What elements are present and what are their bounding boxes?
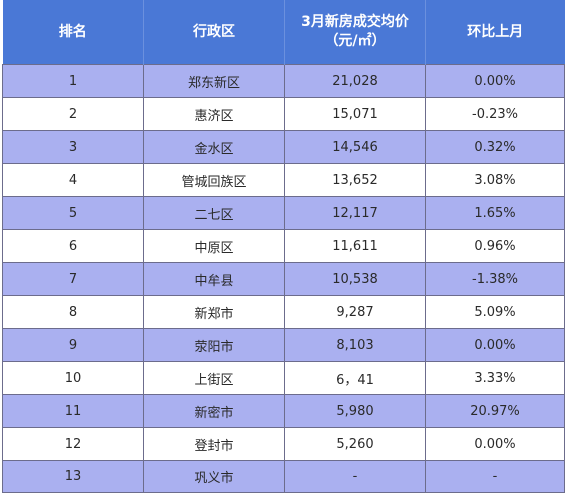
mom-change-cell: 3.33% — [425, 361, 565, 395]
table-row: 9 荥阳市 8,103 0.00% — [2, 328, 565, 362]
avg-price-cell: 21,028 — [284, 64, 426, 98]
avg-price-cell: 5,980 — [284, 394, 426, 428]
district-cell: 荥阳市 — [143, 328, 285, 362]
district-cell: 新郑市 — [143, 295, 285, 329]
table-row: 4 管城回族区 13,652 3.08% — [2, 163, 565, 197]
district-cell: 中原区 — [143, 229, 285, 263]
table-row: 2 惠济区 15,071 -0.23% — [2, 97, 565, 131]
mom-change-cell: -0.23% — [425, 97, 565, 131]
avg-price-cell: 15,071 — [284, 97, 426, 131]
header-row: 排名 行政区 3月新房成交均价 （元/㎡） 环比上月 — [2, 0, 565, 65]
district-cell: 二七区 — [143, 196, 285, 230]
rank-cell: 3 — [2, 130, 144, 164]
table-row: 13 巩义市 - - — [2, 460, 565, 493]
mom-change-cell: 0.32% — [425, 130, 565, 164]
avg-price-cell: 11,611 — [284, 229, 426, 263]
mom-change-cell: - — [425, 460, 565, 493]
avg-price-cell: 5,260 — [284, 427, 426, 461]
district-cell: 登封市 — [143, 427, 285, 461]
avg-price-cell: 9,287 — [284, 295, 426, 329]
table-row: 5 二七区 12,117 1.65% — [2, 196, 565, 230]
rank-cell: 8 — [2, 295, 144, 329]
rank-cell: 11 — [2, 394, 144, 428]
district-cell: 中牟县 — [143, 262, 285, 296]
table-row: 10 上街区 6，41 3.33% — [2, 361, 565, 395]
mom-change-cell: 0.96% — [425, 229, 565, 263]
rank-cell: 7 — [2, 262, 144, 296]
district-cell: 管城回族区 — [143, 163, 285, 197]
mom-change-cell: 0.00% — [425, 328, 565, 362]
district-cell: 新密市 — [143, 394, 285, 428]
district-cell: 郑东新区 — [143, 64, 285, 98]
table-header: 排名 行政区 3月新房成交均价 （元/㎡） 环比上月 — [2, 0, 565, 65]
avg-price-cell: 14,546 — [284, 130, 426, 164]
table-row: 1 郑东新区 21,028 0.00% — [2, 64, 565, 98]
rank-cell: 13 — [2, 460, 144, 493]
mom-change-cell: -1.38% — [425, 262, 565, 296]
mom-change-cell: 5.09% — [425, 295, 565, 329]
table-row: 3 金水区 14,546 0.32% — [2, 130, 565, 164]
mom-change-cell: 3.08% — [425, 163, 565, 197]
table-row: 12 登封市 5,260 0.00% — [2, 427, 565, 461]
avg-price-cell: 6，41 — [284, 361, 426, 395]
rank-cell: 2 — [2, 97, 144, 131]
header-rank: 排名 — [2, 0, 144, 65]
mom-change-cell: 0.00% — [425, 427, 565, 461]
district-cell: 惠济区 — [143, 97, 285, 131]
avg-price-cell: 10,538 — [284, 262, 426, 296]
rank-cell: 4 — [2, 163, 144, 197]
table-row: 11 新密市 5,980 20.97% — [2, 394, 565, 428]
table-body: 1 郑东新区 21,028 0.00% 2 惠济区 15,071 -0.23% 3 金水区 14,5… — [2, 64, 565, 493]
header-avg-price-text: 3月新房成交均价 （元/㎡） — [301, 14, 409, 49]
avg-price-cell: - — [284, 460, 426, 493]
rank-cell: 12 — [2, 427, 144, 461]
header-mom-change: 环比上月 — [425, 0, 565, 65]
mom-change-cell: 20.97% — [425, 394, 565, 428]
rank-cell: 10 — [2, 361, 144, 395]
avg-price-cell: 13,652 — [284, 163, 426, 197]
rank-cell: 1 — [2, 64, 144, 98]
district-cell: 金水区 — [143, 130, 285, 164]
mom-change-cell: 1.65% — [425, 196, 565, 230]
rank-cell: 9 — [2, 328, 144, 362]
avg-price-cell: 12,117 — [284, 196, 426, 230]
district-cell: 上街区 — [143, 361, 285, 395]
avg-price-cell: 8,103 — [284, 328, 426, 362]
mom-change-cell: 0.00% — [425, 64, 565, 98]
rank-cell: 6 — [2, 229, 144, 263]
header-district: 行政区 — [143, 0, 285, 65]
table-row: 6 中原区 11,611 0.96% — [2, 229, 565, 263]
district-cell: 巩义市 — [143, 460, 285, 493]
header-avg-price: 3月新房成交均价 （元/㎡） — [284, 0, 426, 65]
table-row: 8 新郑市 9,287 5.09% — [2, 295, 565, 329]
rank-cell: 5 — [2, 196, 144, 230]
table-row: 7 中牟县 10,538 -1.38% — [2, 262, 565, 296]
